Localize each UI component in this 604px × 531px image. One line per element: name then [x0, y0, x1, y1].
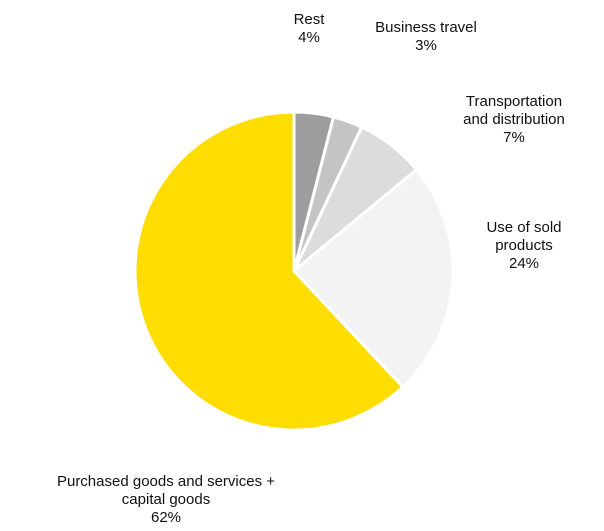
pie-slice-4	[292, 168, 455, 389]
slice-category-label: Use of sold	[486, 219, 561, 236]
slice-category-label: Business travel	[375, 19, 477, 36]
slice-category-label: and distribution	[463, 111, 565, 128]
slice-value-label: 24%	[509, 255, 539, 272]
slice-category-label: products	[495, 237, 553, 254]
slice-category-label: Rest	[294, 11, 326, 28]
slice-value-label: 4%	[298, 29, 320, 46]
slice-label-1: Rest 4%	[294, 11, 326, 46]
slice-value-label: 3%	[415, 37, 437, 54]
slice-value-label: 7%	[503, 129, 525, 146]
slice-label-5: Purchased goods and services + capital go…	[57, 473, 275, 526]
slice-category-label: Transportation	[466, 93, 562, 110]
slice-label-2: Business travel 3%	[375, 19, 477, 54]
pie-slices	[133, 110, 455, 432]
slice-label-4: Use of sold products 24%	[486, 219, 561, 272]
slice-value-label: 62%	[151, 509, 181, 526]
pie-slice-5	[133, 110, 405, 432]
slice-category-label: capital goods	[122, 491, 210, 508]
slice-label-3: Transportation and distribution 7%	[463, 93, 565, 146]
slice-category-label: Purchased goods and services +	[57, 473, 275, 490]
pie-labels: Rest 4% Business travel 3% Transportation and…	[57, 11, 565, 526]
